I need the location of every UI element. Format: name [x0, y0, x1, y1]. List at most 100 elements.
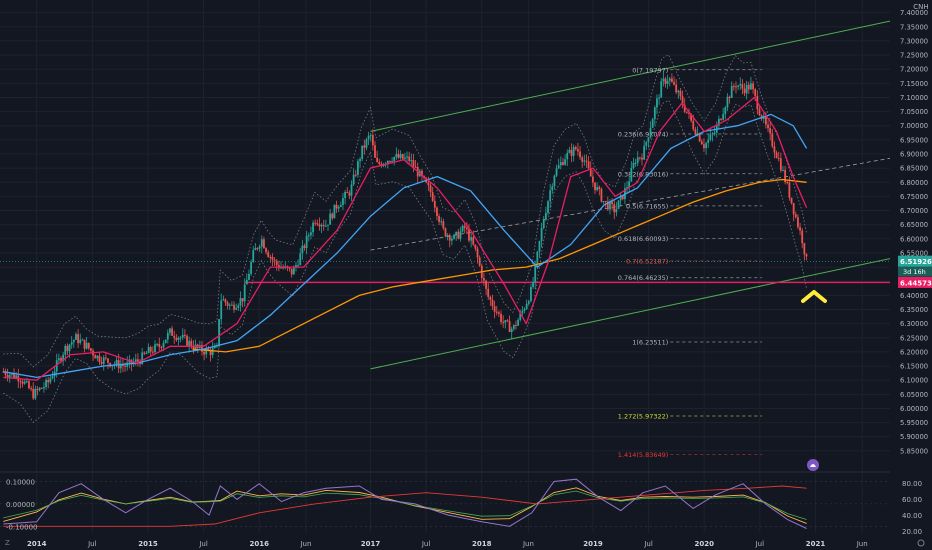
candle-body[interactable] — [743, 88, 746, 94]
candle-body[interactable] — [344, 191, 346, 199]
candle-body[interactable] — [491, 299, 494, 307]
candle-body[interactable] — [51, 376, 54, 379]
channel-upper-line[interactable] — [370, 20, 891, 132]
candle-body[interactable] — [171, 328, 173, 336]
candle-body[interactable] — [213, 346, 216, 349]
candle-body[interactable] — [203, 351, 206, 355]
candle-body[interactable] — [534, 263, 537, 283]
candle-body[interactable] — [359, 159, 361, 162]
candle-body[interactable] — [28, 381, 30, 389]
candle-body[interactable] — [414, 166, 417, 168]
candle-body[interactable] — [186, 335, 188, 346]
candle-body[interactable] — [342, 198, 344, 205]
candle-body[interactable] — [209, 350, 212, 355]
zoom-icon[interactable]: Z — [5, 539, 10, 547]
candle-body[interactable] — [487, 288, 490, 297]
candle-body[interactable] — [803, 243, 806, 255]
candle-body[interactable] — [331, 213, 334, 219]
channel-lower-line[interactable] — [370, 258, 891, 370]
candle-body[interactable] — [536, 251, 539, 264]
candle-body[interactable] — [177, 337, 180, 340]
candle-body[interactable] — [557, 165, 560, 169]
candle-body[interactable] — [68, 344, 71, 352]
candle-body[interactable] — [8, 374, 11, 378]
candle-body[interactable] — [141, 352, 144, 364]
candle-body[interactable] — [741, 84, 744, 89]
candle-body[interactable] — [263, 239, 265, 249]
candle-body[interactable] — [346, 191, 349, 193]
candle-body[interactable] — [797, 217, 799, 228]
candle-body[interactable] — [104, 357, 107, 359]
candle-body[interactable] — [512, 324, 515, 329]
candle-body[interactable] — [474, 244, 477, 249]
lower-band[interactable] — [3, 99, 807, 423]
candle-body[interactable] — [85, 342, 88, 349]
candle-body[interactable] — [260, 239, 263, 247]
candle-body[interactable] — [395, 154, 398, 157]
candle-body[interactable] — [399, 154, 402, 158]
candle-body[interactable] — [62, 354, 65, 361]
candle-body[interactable] — [517, 319, 520, 326]
candle-body[interactable] — [463, 225, 466, 228]
candle-body[interactable] — [794, 214, 797, 218]
candle-body[interactable] — [164, 339, 167, 344]
candle-body[interactable] — [790, 197, 793, 204]
candle-body[interactable] — [508, 321, 511, 333]
candle-body[interactable] — [235, 307, 238, 310]
candle-body[interactable] — [465, 227, 468, 230]
candle-body[interactable] — [179, 337, 182, 339]
candle-body[interactable] — [316, 223, 319, 225]
candle-body[interactable] — [376, 157, 379, 162]
candle-body[interactable] — [562, 162, 564, 165]
candle-body[interactable] — [77, 334, 79, 344]
candle-body[interactable] — [643, 145, 646, 160]
candle-body[interactable] — [256, 248, 259, 250]
candle-body[interactable] — [559, 162, 562, 166]
candle-body[interactable] — [485, 280, 487, 289]
candle-body[interactable] — [194, 344, 197, 350]
candle-body[interactable] — [583, 160, 586, 162]
candle-body[interactable] — [461, 225, 464, 232]
candle-body[interactable] — [269, 256, 272, 258]
candle-body[interactable] — [641, 157, 643, 160]
candle-body[interactable] — [709, 134, 712, 140]
candle-body[interactable] — [64, 345, 67, 355]
candle-body[interactable] — [19, 381, 22, 383]
candle-body[interactable] — [762, 116, 765, 119]
candle-body[interactable] — [265, 248, 267, 253]
candle-body[interactable] — [698, 133, 701, 142]
candle-body[interactable] — [519, 313, 522, 320]
candle-body[interactable] — [350, 184, 353, 196]
candle-body[interactable] — [446, 235, 449, 237]
candle-body[interactable] — [598, 187, 601, 189]
candle-body[interactable] — [728, 96, 731, 98]
ma-blue-line[interactable] — [3, 113, 808, 379]
candle-body[interactable] — [523, 308, 526, 311]
candle-body[interactable] — [720, 118, 722, 120]
ma-pink-line[interactable] — [3, 96, 808, 381]
candle-body[interactable] — [337, 206, 340, 209]
alert-icon[interactable] — [807, 459, 819, 471]
candle-body[interactable] — [732, 86, 735, 88]
candle-body[interactable] — [100, 362, 103, 364]
candle-body[interactable] — [241, 298, 244, 302]
candle-body[interactable] — [495, 311, 498, 313]
candle-body[interactable] — [769, 128, 772, 134]
candle-body[interactable] — [57, 358, 60, 361]
candle-body[interactable] — [119, 365, 122, 369]
candle-body[interactable] — [6, 374, 9, 378]
candle-body[interactable] — [705, 143, 707, 149]
candle-body[interactable] — [190, 340, 193, 347]
candle-body[interactable] — [662, 78, 665, 82]
candle-body[interactable] — [784, 170, 787, 183]
candle-body[interactable] — [555, 168, 558, 176]
candle-body[interactable] — [758, 109, 761, 116]
candle-body[interactable] — [551, 186, 554, 191]
candle-body[interactable] — [30, 388, 33, 390]
candle-body[interactable] — [36, 388, 39, 391]
candle-body[interactable] — [137, 359, 139, 362]
candle-body[interactable] — [645, 141, 648, 146]
candle-body[interactable] — [243, 284, 246, 302]
candle-body[interactable] — [591, 176, 594, 183]
candle-body[interactable] — [615, 208, 618, 213]
